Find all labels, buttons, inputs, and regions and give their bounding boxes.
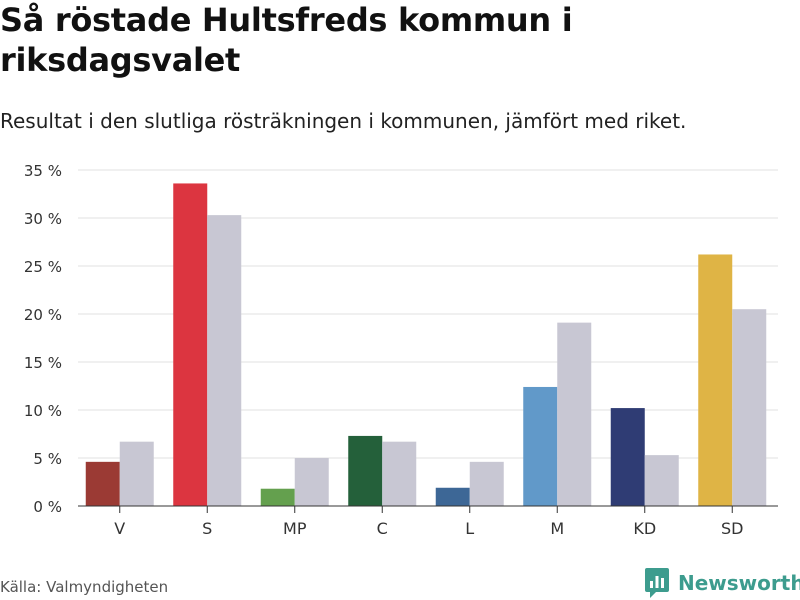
x-tick-label: L	[465, 519, 474, 538]
bar-kommun-m	[523, 386, 558, 506]
bar-kommun-sd	[698, 254, 733, 506]
x-tick-label: KD	[633, 519, 656, 538]
y-tick-label: 0 %	[33, 498, 62, 516]
x-tick-label: C	[377, 519, 388, 538]
bar-kommun-c	[348, 435, 383, 506]
x-tick-label: V	[114, 519, 125, 538]
y-tick-label: 15 %	[24, 354, 62, 372]
x-tick-label: SD	[721, 519, 743, 538]
bar-riket-c	[382, 441, 417, 506]
y-tick-label: 5 %	[33, 450, 62, 468]
bar-chart: 0 % 5 % 10 % 15 % 20 % 25 % 30 % 35 % V S MP C L M KD S…	[24, 162, 778, 538]
bar-riket-kd	[644, 455, 679, 506]
bar-riket-s	[207, 215, 242, 506]
y-tick-label: 30 %	[24, 210, 62, 228]
bar-riket-v	[119, 441, 154, 506]
bar-kommun-v	[85, 461, 120, 506]
bar-kommun-s	[173, 183, 208, 506]
bar-kommun-l	[435, 487, 470, 506]
y-tick-label: 20 %	[24, 306, 62, 324]
bar-kommun-mp	[260, 488, 295, 506]
x-tick-label: S	[202, 519, 212, 538]
y-tick-label: 10 %	[24, 402, 62, 420]
newsworthy-logo-icon	[645, 568, 669, 598]
bar-riket-m	[557, 322, 592, 506]
bar-riket-mp	[294, 458, 329, 506]
bar-riket-l	[469, 461, 504, 506]
bar-kommun-kd	[610, 408, 645, 506]
chart-title: Så röstade Hultsfreds kommun i riksdagsv…	[0, 1, 573, 79]
y-tick-label: 35 %	[24, 162, 62, 180]
chart-subtitle: Resultat i den slutliga rösträkningen i …	[0, 109, 687, 133]
x-tick-label: M	[550, 519, 564, 538]
source-note: Källa: Valmyndigheten	[0, 578, 169, 596]
x-tick-label: MP	[283, 519, 307, 538]
y-tick-label: 25 %	[24, 258, 62, 276]
brand-name: Newsworthy	[678, 571, 800, 595]
brand: Newsworthy	[644, 566, 800, 600]
bar-riket-sd	[732, 309, 767, 506]
